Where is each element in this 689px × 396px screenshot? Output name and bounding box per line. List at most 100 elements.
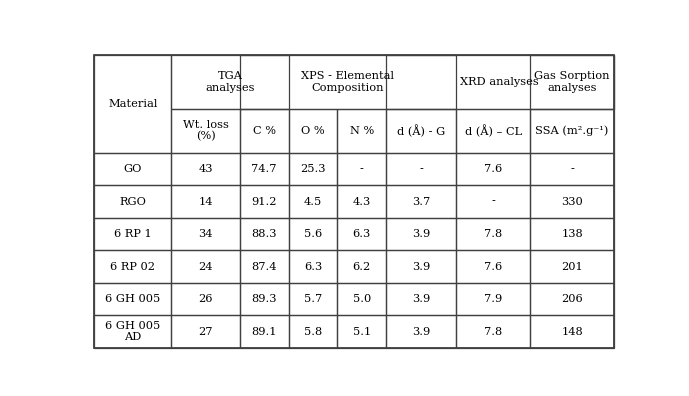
- Text: 27: 27: [198, 327, 213, 337]
- Text: 91.2: 91.2: [251, 196, 277, 206]
- Text: 3.9: 3.9: [412, 229, 430, 239]
- Bar: [240, 153, 289, 185]
- Text: GO: GO: [123, 164, 142, 174]
- Text: N %: N %: [349, 126, 373, 135]
- Bar: [456, 250, 531, 283]
- Text: 7.6: 7.6: [484, 261, 502, 272]
- Bar: [456, 185, 531, 218]
- Bar: [240, 185, 289, 218]
- Text: Wt. loss
(%): Wt. loss (%): [183, 120, 229, 142]
- Bar: [172, 185, 240, 218]
- Bar: [289, 185, 338, 218]
- Bar: [338, 250, 386, 283]
- Text: 6 RP 1: 6 RP 1: [114, 229, 152, 239]
- Bar: [531, 185, 614, 218]
- Bar: [456, 283, 531, 315]
- Bar: [289, 153, 338, 185]
- Text: 34: 34: [198, 229, 213, 239]
- Text: Gas Sorption
analyses: Gas Sorption analyses: [535, 71, 610, 93]
- Bar: [386, 283, 456, 315]
- Text: SSA (m².g⁻¹): SSA (m².g⁻¹): [535, 125, 609, 136]
- Text: XPS - Elemental
Composition: XPS - Elemental Composition: [302, 71, 395, 93]
- Bar: [338, 109, 386, 153]
- Bar: [172, 153, 240, 185]
- Text: 5.8: 5.8: [304, 327, 322, 337]
- Bar: [456, 109, 531, 153]
- Text: 89.1: 89.1: [251, 327, 277, 337]
- Text: 6.3: 6.3: [353, 229, 371, 239]
- Text: 4.5: 4.5: [304, 196, 322, 206]
- Text: 87.4: 87.4: [251, 261, 277, 272]
- Bar: [240, 218, 289, 250]
- Text: 7.6: 7.6: [484, 164, 502, 174]
- Text: -: -: [570, 164, 574, 174]
- Text: d (Å) – CL: d (Å) – CL: [465, 124, 522, 137]
- Text: 201: 201: [562, 261, 583, 272]
- Bar: [240, 315, 289, 348]
- Text: 26: 26: [198, 294, 213, 304]
- Text: 148: 148: [562, 327, 583, 337]
- Bar: [289, 315, 338, 348]
- Text: 6 GH 005
AD: 6 GH 005 AD: [105, 321, 161, 343]
- Text: 6 RP 02: 6 RP 02: [110, 261, 155, 272]
- Bar: [172, 283, 240, 315]
- Bar: [531, 283, 614, 315]
- Text: 5.1: 5.1: [353, 327, 371, 337]
- Text: 206: 206: [562, 294, 583, 304]
- Text: 3.9: 3.9: [412, 327, 430, 337]
- Text: 5.6: 5.6: [304, 229, 322, 239]
- Bar: [386, 55, 614, 109]
- Bar: [289, 218, 338, 250]
- Text: 4.3: 4.3: [353, 196, 371, 206]
- Text: 6 GH 005: 6 GH 005: [105, 294, 161, 304]
- Bar: [338, 315, 386, 348]
- Bar: [338, 153, 386, 185]
- Bar: [456, 218, 531, 250]
- Bar: [386, 185, 456, 218]
- Bar: [386, 315, 456, 348]
- Text: O %: O %: [301, 126, 325, 135]
- Bar: [240, 109, 289, 153]
- Bar: [456, 315, 531, 348]
- Text: -: -: [360, 164, 364, 174]
- Bar: [338, 283, 386, 315]
- Text: Material: Material: [108, 99, 158, 109]
- Bar: [338, 218, 386, 250]
- Bar: [94, 185, 172, 218]
- Bar: [386, 250, 456, 283]
- Bar: [94, 153, 172, 185]
- Bar: [94, 250, 172, 283]
- Bar: [240, 283, 289, 315]
- Bar: [94, 218, 172, 250]
- Text: 7.9: 7.9: [484, 294, 502, 304]
- Bar: [172, 315, 240, 348]
- Bar: [531, 315, 614, 348]
- Bar: [240, 250, 289, 283]
- Text: 88.3: 88.3: [251, 229, 277, 239]
- Bar: [289, 250, 338, 283]
- Bar: [531, 250, 614, 283]
- Bar: [531, 218, 614, 250]
- Bar: [289, 283, 338, 315]
- Bar: [172, 250, 240, 283]
- Text: -: -: [491, 196, 495, 206]
- Bar: [386, 153, 456, 185]
- Bar: [94, 315, 172, 348]
- Text: C %: C %: [253, 126, 276, 135]
- Bar: [94, 283, 172, 315]
- Text: 3.9: 3.9: [412, 294, 430, 304]
- Text: 5.0: 5.0: [353, 294, 371, 304]
- Bar: [172, 218, 240, 250]
- Bar: [94, 55, 172, 153]
- Text: -: -: [419, 164, 423, 174]
- Text: 6.2: 6.2: [353, 261, 371, 272]
- Text: 7.8: 7.8: [484, 229, 502, 239]
- Bar: [531, 109, 614, 153]
- Text: RGO: RGO: [119, 196, 146, 206]
- Bar: [386, 109, 456, 153]
- Text: 6.3: 6.3: [304, 261, 322, 272]
- Text: 43: 43: [198, 164, 213, 174]
- Text: 3.7: 3.7: [412, 196, 430, 206]
- Text: 14: 14: [198, 196, 213, 206]
- Bar: [386, 218, 456, 250]
